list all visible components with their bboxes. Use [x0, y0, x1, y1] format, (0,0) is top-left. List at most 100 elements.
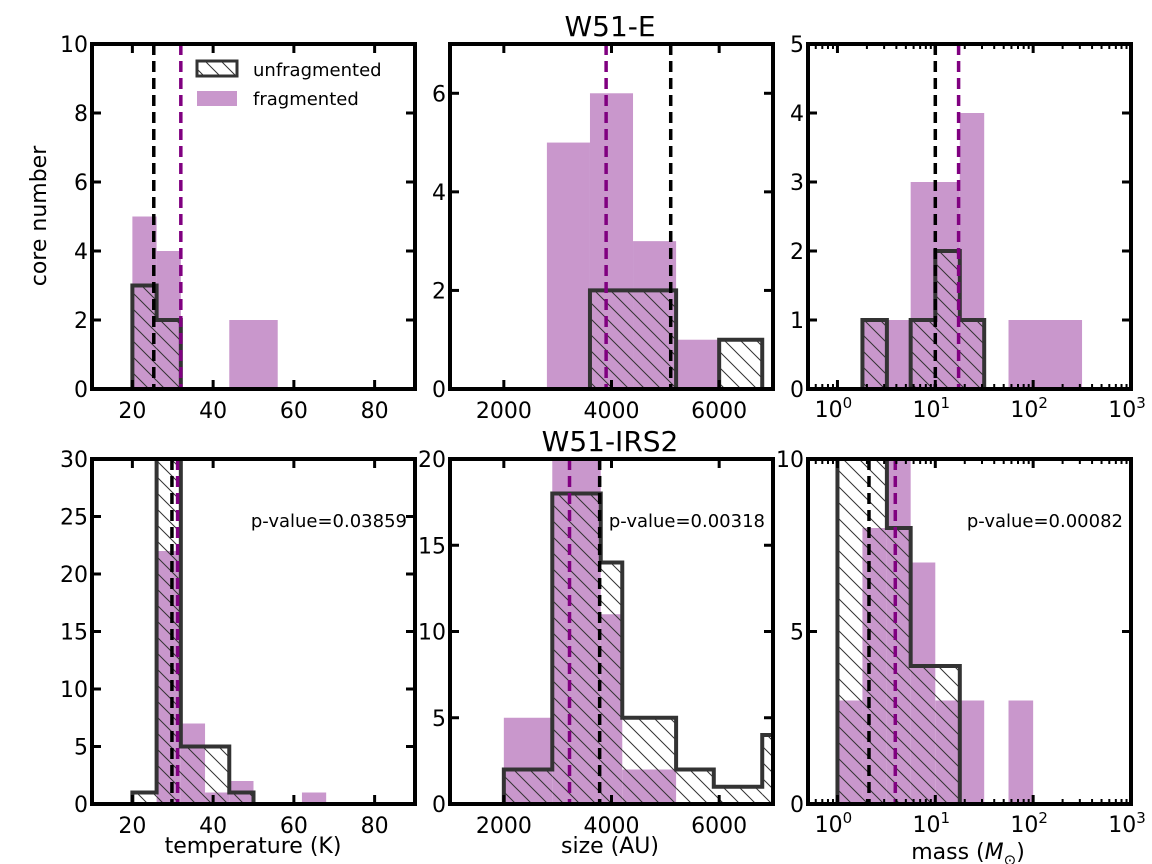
- legend-swatch-unfragmented: [195, 59, 239, 78]
- bar-fragmented: [1008, 700, 1034, 804]
- bar-unfragmented-outline: [587, 288, 765, 389]
- x-tick-label: 60: [280, 814, 308, 839]
- y-tick-label: 0: [74, 378, 88, 403]
- bar-unfragmented-hatch: [600, 562, 623, 804]
- bar-fragmented: [676, 339, 720, 389]
- pvalue-annotation: p-value=0.00318: [609, 511, 765, 532]
- bar-unfragmented-outline: [130, 459, 256, 804]
- bar-unfragmented-outline: [501, 491, 773, 804]
- bar-unfragmented-hatch: [837, 459, 887, 804]
- x-tick-label: 20: [118, 814, 146, 839]
- y-tick-label: 15: [60, 621, 88, 646]
- x-tick-label: 100: [815, 394, 853, 423]
- x-tick-label: 40: [199, 814, 227, 839]
- x-tick-label: 60: [280, 399, 308, 424]
- plot-area: [860, 44, 1083, 389]
- panel-w51e-temperature: 0 2 4 6 8 10 20 40 60 80: [60, 33, 417, 424]
- bar-unfragmented-hatch: [935, 251, 960, 389]
- y-tick-label: 15: [418, 534, 446, 559]
- axes-frame: [448, 457, 775, 806]
- x-tick-label: 102: [1010, 394, 1048, 423]
- y-tick-label: 5: [790, 33, 804, 58]
- y-tick-label: 10: [60, 678, 88, 703]
- x-tick-label: 4000: [584, 814, 640, 839]
- bar-unfragmented-hatch: [862, 320, 887, 389]
- y-tick-label: 4: [74, 240, 88, 265]
- legend-label-fragmented: fragmented: [253, 89, 359, 110]
- bar-unfragmented-hatch: [503, 769, 553, 804]
- x-tick-label: 102: [1010, 809, 1048, 838]
- plot-area: [546, 44, 765, 389]
- y-tick-label: 5: [74, 736, 88, 761]
- y-tick-label: 25: [60, 506, 88, 531]
- y-tick-label: 10: [418, 621, 446, 646]
- y-tick-label: 6: [74, 171, 88, 196]
- x-tick-label: 101: [913, 809, 951, 838]
- bar-fragmented: [546, 142, 590, 389]
- x-tick-label: 2000: [476, 399, 532, 424]
- pvalue-annotation: p-value=0.00082: [967, 511, 1123, 532]
- y-tick-label: 5: [790, 621, 804, 646]
- y-tick-label: 4: [790, 102, 804, 127]
- x-tick-label: 101: [913, 394, 951, 423]
- bar-fragmented: [959, 700, 985, 804]
- x-tick-label: 80: [361, 399, 389, 424]
- y-tick-label: 2: [74, 309, 88, 334]
- panel-w51irs2-size: 0 5 10 15 20 2000 4000 6000 p-value=0.00318: [418, 448, 775, 839]
- y-tick-label: 2: [790, 240, 804, 265]
- bar-unfragmented-hatch: [229, 792, 254, 804]
- pvalue-annotation: p-value=0.03859: [251, 511, 407, 532]
- x-axis-label-temperature: temperature (K): [165, 834, 342, 859]
- axes-frame: [448, 42, 775, 391]
- x-tick-label: 103: [1108, 809, 1146, 838]
- bar-fragmented: [886, 320, 911, 389]
- x-tick-label: 20: [118, 399, 146, 424]
- x-tick-label: 6000: [691, 399, 747, 424]
- plot-area: [835, 459, 1034, 804]
- y-tick-label: 0: [790, 793, 804, 818]
- bar-unfragmented-outline: [860, 249, 987, 389]
- axes-frame: [90, 42, 417, 391]
- y-tick-label: 20: [418, 448, 446, 473]
- bar-unfragmented-hatch: [713, 786, 763, 804]
- x-tick-label: 103: [1108, 394, 1146, 423]
- y-tick-label: 20: [60, 563, 88, 588]
- y-tick-label: 10: [60, 33, 88, 58]
- bar-fragmented: [301, 792, 327, 804]
- y-axis-label: core number: [27, 145, 52, 286]
- bar-unfragmented-hatch: [156, 320, 181, 389]
- bar-unfragmented-hatch: [180, 746, 230, 804]
- y-tick-label: 10: [776, 448, 804, 473]
- panel-w51irs2-mass: 0 5 10 100 101 102 103 p-value=0.00082: [776, 448, 1146, 838]
- bar-unfragmented-hatch: [676, 769, 714, 804]
- x-tick-label: 6000: [691, 814, 747, 839]
- bar-unfragmented-hatch: [552, 493, 601, 804]
- bar-fragmented: [229, 320, 278, 389]
- plot-area: [130, 459, 327, 804]
- bar-unfragmented-hatch: [886, 528, 911, 804]
- bar-unfragmented-outline: [835, 459, 962, 804]
- axes-frame: [90, 457, 417, 806]
- x-tick-label: 2000: [476, 814, 532, 839]
- y-tick-label: 5: [432, 707, 446, 732]
- y-tick-label: 0: [74, 793, 88, 818]
- bar-unfragmented-hatch: [132, 792, 157, 804]
- bar-unfragmented-hatch: [910, 666, 960, 804]
- row-title-w51irs2: W51-IRS2: [542, 425, 679, 458]
- plot-area: [501, 459, 773, 804]
- x-tick-label: 80: [361, 814, 389, 839]
- x-tick-label: 40: [199, 399, 227, 424]
- bar-unfragmented-hatch: [719, 339, 763, 389]
- panel-w51e-size: 0 2 4 6 2000 4000 6000: [432, 42, 775, 424]
- bar-unfragmented-hatch: [622, 717, 677, 804]
- y-tick-label: 0: [432, 378, 446, 403]
- panel-w51irs2-temperature: 0 5 10 15 20 25 30 20 40 60 80 p-value=0.03859: [60, 448, 417, 839]
- x-tick-label: 100: [815, 809, 853, 838]
- y-tick-label: 0: [790, 378, 804, 403]
- bar-unfragmented-hatch: [589, 290, 677, 389]
- y-tick-label: 0: [432, 793, 446, 818]
- legend-swatch-fragmented: [197, 91, 237, 106]
- row-title-w51e: W51-E: [564, 10, 655, 43]
- legend-label-unfragmented: unfragmented: [253, 60, 382, 81]
